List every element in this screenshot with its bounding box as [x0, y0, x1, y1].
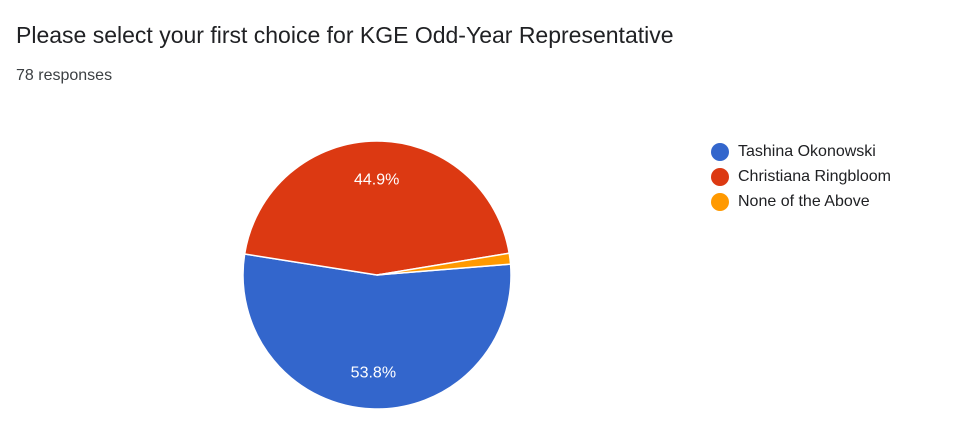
pie-slice-0 — [242, 253, 512, 410]
response-count: 78 responses — [16, 67, 113, 84]
legend-swatch-icon — [711, 192, 729, 211]
legend-item-0: Tashina Okonowski — [711, 139, 891, 164]
legend-swatch-icon — [711, 142, 729, 161]
legend-swatch-icon — [711, 167, 729, 186]
pie-slice-2 — [376, 252, 512, 276]
legend-label: None of the Above — [738, 192, 870, 210]
pie-slice-label-0: 53.8% — [351, 364, 396, 381]
chart-title: Please select your first choice for KGE … — [16, 22, 674, 48]
chart-legend: Tashina Okonowski Christiana Ringbloom Non… — [711, 139, 891, 214]
legend-item-1: Christiana Ringbloom — [711, 164, 891, 189]
pie-slice-label-1: 44.9% — [354, 172, 399, 189]
legend-item-2: None of the Above — [711, 189, 891, 214]
legend-label: Tashina Okonowski — [738, 142, 876, 160]
pie-slice-1 — [243, 140, 511, 276]
legend-label: Christiana Ringbloom — [738, 167, 891, 185]
